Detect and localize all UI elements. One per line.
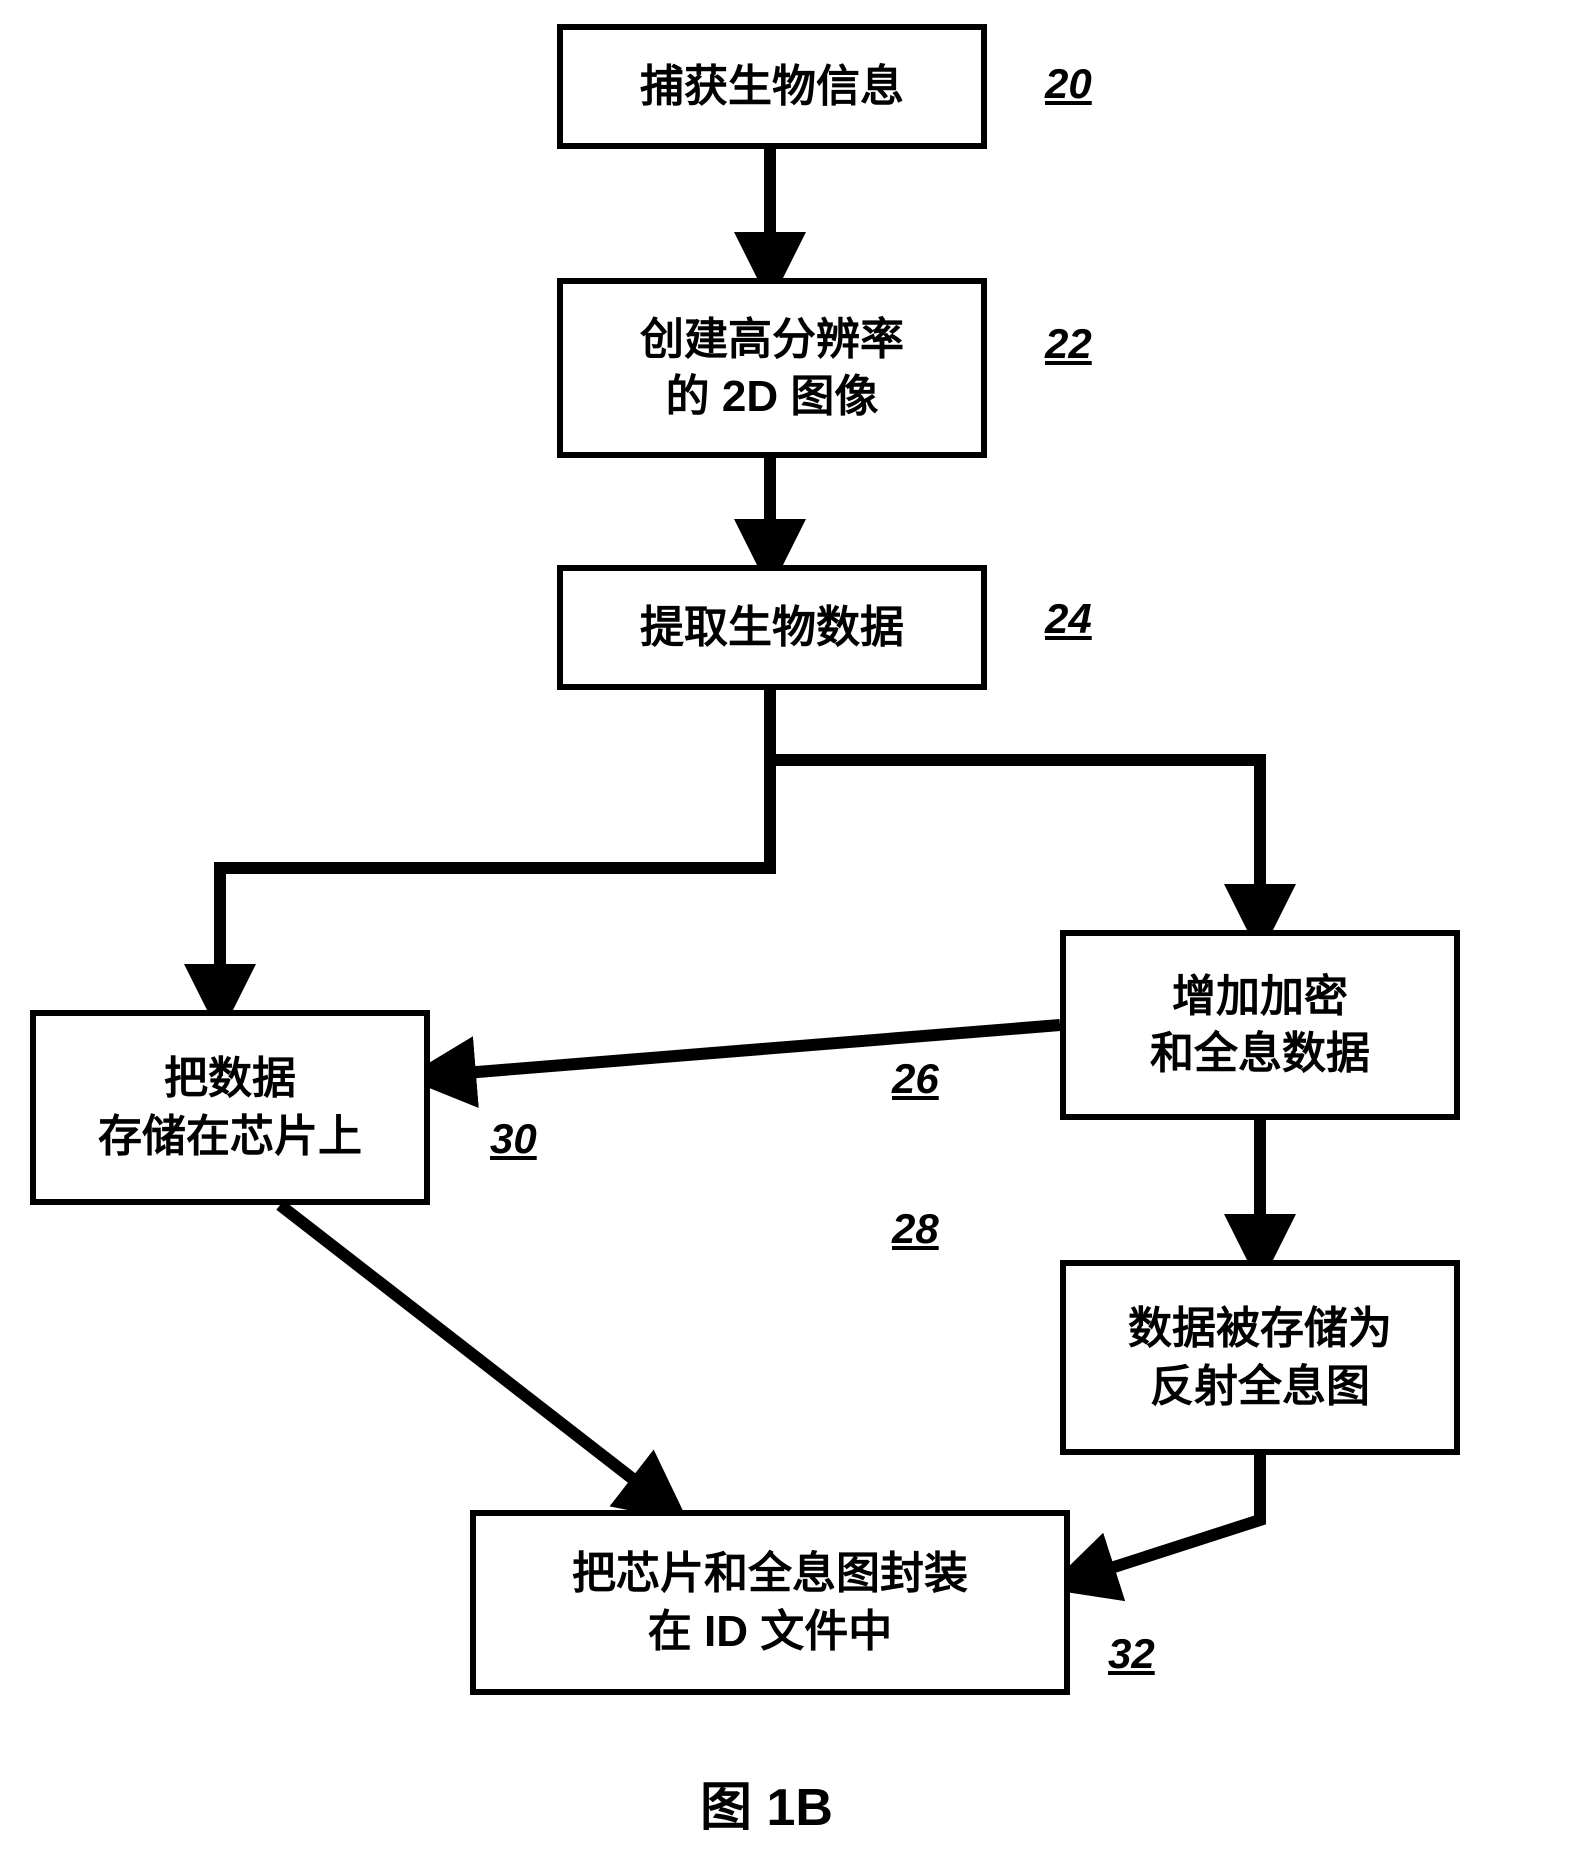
ref-label-24: 24: [1045, 595, 1092, 643]
ref-label-26: 26: [892, 1055, 939, 1103]
node-text: 把芯片和全息图封装 在 ID 文件中: [572, 1545, 968, 1659]
node-text: 提取生物数据: [640, 599, 904, 656]
node-text: 捕获生物信息: [640, 58, 904, 115]
flowchart-node-n26: 增加加密 和全息数据: [1060, 930, 1460, 1120]
node-text: 把数据 存储在芯片上: [98, 1050, 362, 1164]
flowchart-node-n28: 数据被存储为 反射全息图: [1060, 1260, 1460, 1455]
arrow-2: [220, 690, 770, 1000]
flowchart-node-n32: 把芯片和全息图封装 在 ID 文件中: [470, 1510, 1070, 1695]
node-text: 数据被存储为 反射全息图: [1128, 1300, 1392, 1414]
flowchart-node-n20: 捕获生物信息: [557, 24, 987, 149]
node-text: 增加加密 和全息数据: [1150, 968, 1370, 1082]
flowchart-node-n30: 把数据 存储在芯片上: [30, 1010, 430, 1205]
arrow-6: [280, 1205, 660, 1500]
ref-label-28: 28: [892, 1205, 939, 1253]
ref-label-30: 30: [490, 1115, 537, 1163]
flowchart-node-n22: 创建高分辨率 的 2D 图像: [557, 278, 987, 458]
arrow-3: [770, 760, 1260, 920]
ref-label-22: 22: [1045, 320, 1092, 368]
node-text: 创建高分辨率 的 2D 图像: [640, 311, 904, 425]
ref-label-20: 20: [1045, 60, 1092, 108]
flowchart-container: 捕获生物信息创建高分辨率 的 2D 图像提取生物数据增加加密 和全息数据把数据 …: [0, 0, 1577, 1860]
ref-label-32: 32: [1108, 1630, 1155, 1678]
flowchart-node-n24: 提取生物数据: [557, 565, 987, 690]
arrow-4: [440, 1025, 1060, 1075]
figure-caption: 图 1B: [700, 1765, 833, 1840]
arrow-7: [1080, 1455, 1260, 1578]
